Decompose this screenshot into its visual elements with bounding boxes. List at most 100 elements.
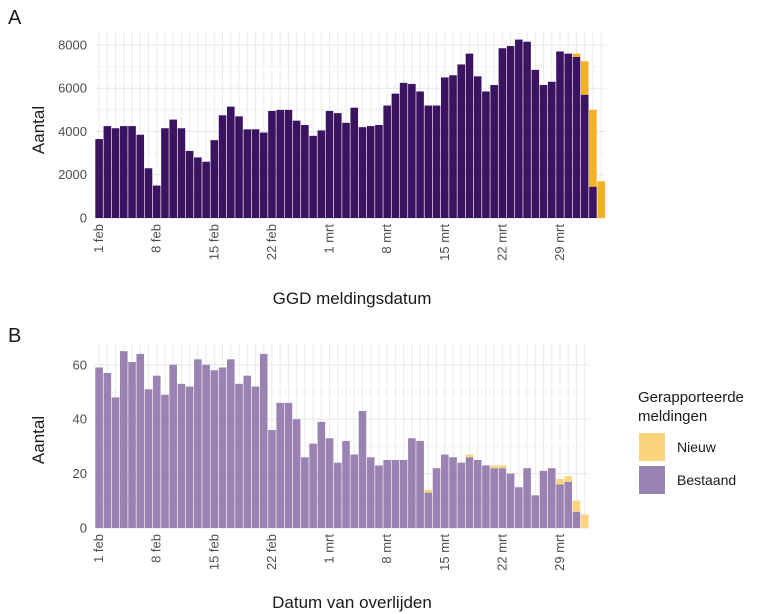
panel-a-bar-bestaand [432,105,441,218]
panel-b-bar-bestaand [169,364,177,528]
panel-b-x-tick-label: 8 feb [149,534,164,563]
panel-a-bar-bestaand [235,116,243,218]
panel-b-bar-bestaand [202,364,210,528]
panel-b-x-tick-label: 8 mrt [379,534,394,564]
panel-b-bar-bestaand [366,457,375,528]
panel-a-bar-nieuw [572,53,581,57]
panel-a-y-tick-label: 0 [80,211,87,226]
panel-b-y-tick-label: 60 [73,357,87,372]
panel-a-x-axis-title: GGD meldingsdatum [273,289,432,308]
panel-a-bar-bestaand [457,64,466,218]
panel-b-bars [95,351,589,528]
panel-a-y-tick-label: 6000 [58,81,87,96]
panel-a-bar-bestaand [539,84,548,219]
panel-a-y-tick-label: 8000 [58,37,87,52]
panel-a-bar-bestaand [268,110,276,218]
panel-b-bar-nieuw [580,514,589,528]
panel-b-bar-bestaand [547,468,556,528]
panel-b-y-axis-title: Aantal [29,416,48,464]
panel-a-bar-bestaand [185,150,194,218]
panel-a-bar-bestaand [161,128,169,218]
panel-b-bar-bestaand [177,383,186,528]
panel-a-bar-bestaand [177,128,186,218]
panel-b-bar-bestaand [498,468,507,528]
panel-a-bar-bestaand [202,161,210,218]
panel-b-bar-bestaand [465,457,474,528]
panel-b-x-tick-label: 1 feb [91,534,106,563]
panel-a-bar-bestaand [375,125,383,218]
panel-b-x-tick-label: 1 mrt [322,534,337,564]
panel-a-bar-bestaand [449,75,457,218]
panel-b-y-tick-label: 20 [73,466,87,481]
panel-a-bar-bestaand [350,107,359,218]
panel-a-bar-bestaand [580,94,589,218]
panel-a-x-ticks: 1 feb 8 feb 15 feb 22 feb 1 mrt 8 mrt 15 mrt 22… [91,224,567,261]
panel-a-bars [95,39,605,219]
panel-b-bar-bestaand [408,438,416,528]
panel-a-bar-bestaand [284,109,293,218]
panel-b-bar-bestaand [235,383,243,528]
panel-a-label: A [8,7,22,29]
panel-b-bar-nieuw [465,454,474,458]
panel-a-bar-bestaand [383,105,391,218]
panel-b-bar-nieuw [556,479,564,485]
panel-a-bar-bestaand [366,126,375,218]
panel-a-x-tick-label: 8 mrt [379,224,394,254]
panel-a-bar-bestaand [120,126,128,218]
panel-a-bar-bestaand [473,76,482,218]
panel-b-bar-bestaand [309,443,317,528]
panel-a-bar-bestaand [128,126,136,218]
panel-b-bar-bestaand [523,468,531,528]
panel-a-y-axis-title: Aantal [29,106,48,154]
panel-a-bar-bestaand [103,126,112,218]
panel-a-bar-nieuw [589,109,597,187]
panel-b-bar-bestaand [317,421,326,528]
panel-b-bar-bestaand [185,386,194,528]
panel-b-bar-bestaand [325,438,334,528]
legend-title-line2: meldingen [638,408,707,425]
panel-b-bar-bestaand [358,411,367,528]
panel-a-bar-bestaand [194,157,202,218]
panel-b-x-tick-label: 22 feb [264,534,279,570]
panel-b-bar-bestaand [227,359,235,528]
panel-b-bar-bestaand [515,487,523,528]
panel-a-bar-bestaand [531,69,540,218]
panel-b-bar-bestaand [440,454,449,528]
panel-a-bar-bestaand [556,51,564,218]
panel-b-bar-bestaand [424,492,433,528]
panel-a-bar-bestaand [292,120,301,218]
panel-b-bar-bestaand [210,370,219,528]
legend-swatch-bestaand [639,466,665,494]
panel-b-bar-bestaand [144,389,153,528]
panel-a-bar-bestaand [342,122,350,218]
panel-b-bar-bestaand [375,465,383,528]
panel-a-bar-bestaand [259,132,268,218]
panel-b-bar-bestaand [350,454,359,528]
panel-a-x-tick-label: 29 mrt [552,224,567,261]
legend-label-nieuw: Nieuw [677,439,717,455]
panel-b-y-tick-label: 40 [73,412,87,427]
panel-b-y-ticks: 0 20 40 60 [73,357,87,535]
panel-a-bar-bestaand [498,48,507,218]
panel-b-bar-nieuw [564,476,573,482]
panel-a-bar-bestaand [440,77,449,218]
panel-a-bar-bestaand [301,125,309,218]
panel-b-bar-bestaand [292,419,301,528]
panel-b-bar-bestaand [284,402,293,528]
panel-a-bar-bestaand [243,129,252,218]
panel-a-y-tick-label: 4000 [58,124,87,139]
panel-a-bar-bestaand [317,130,326,218]
panel-b-bar-bestaand [259,353,268,528]
panel-b-bar-bestaand [416,440,424,528]
panel-b-bar-bestaand [482,465,490,528]
panel-a-x-tick-label: 15 mrt [437,224,452,261]
panel-a-bar-bestaand [95,139,103,218]
panel-b-bar-bestaand [556,484,564,528]
panel-b-bar-bestaand [243,375,252,528]
panel-b-bar-bestaand [128,362,136,528]
panel-b-bar-bestaand [136,353,145,528]
panel-b-grid [95,343,589,529]
panel-a-bar-bestaand [399,82,408,218]
